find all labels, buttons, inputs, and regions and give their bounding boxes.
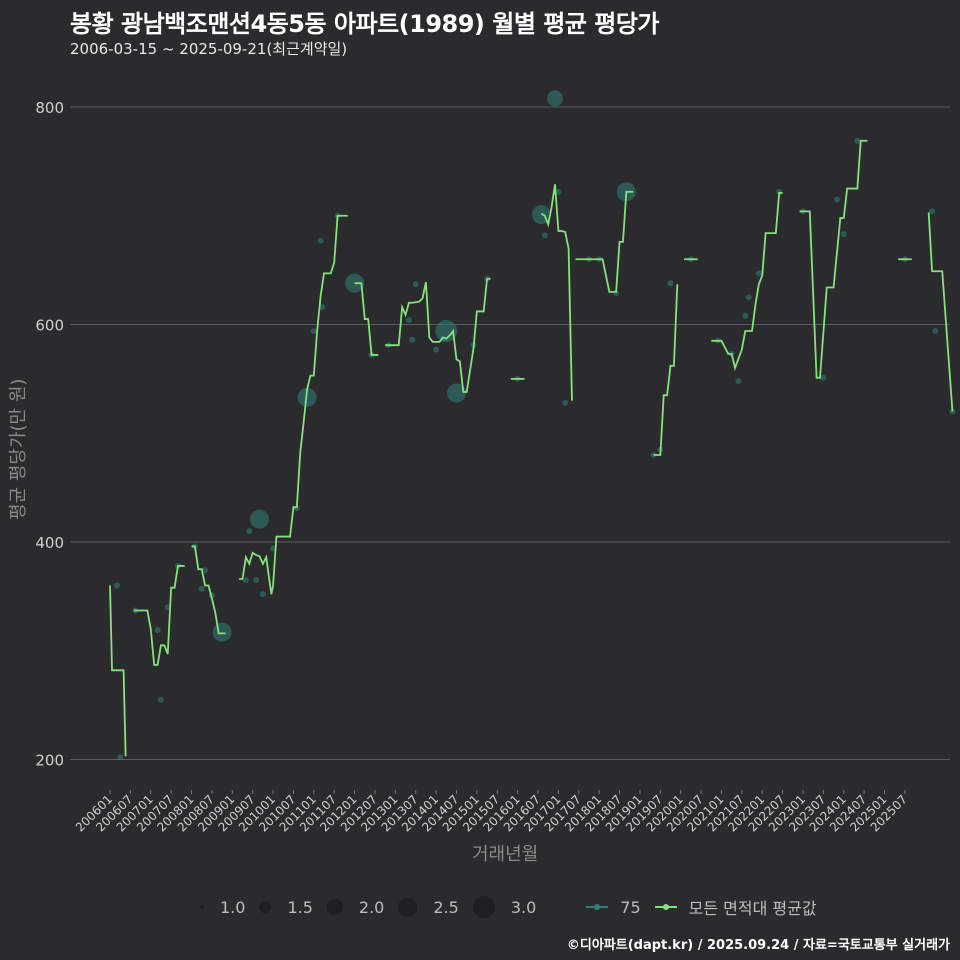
data-point-75	[755, 270, 762, 277]
y-axis-title: 평균 평당가(만 원)	[8, 378, 29, 520]
data-point-75	[212, 622, 232, 642]
data-point-75	[249, 509, 269, 529]
legend-series-label: 모든 면적대 평균값	[688, 899, 817, 918]
data-point-75	[270, 545, 277, 552]
data-point-75	[745, 294, 752, 301]
data-point-75	[435, 320, 458, 343]
legend-size-label: 1.0	[220, 897, 246, 917]
size-dot-icon	[259, 901, 272, 913]
legend-size-label: 1.5	[287, 897, 313, 917]
data-point-75	[742, 312, 749, 319]
data-point-75	[198, 585, 205, 592]
avg-price-line	[239, 214, 348, 595]
avg-price-line	[653, 284, 679, 456]
data-point-75	[253, 577, 260, 584]
legend-size-item: 1.0	[200, 898, 245, 917]
data-point-75	[854, 137, 861, 144]
data-point-75	[667, 280, 674, 287]
data-point-75	[932, 328, 939, 335]
data-point-75	[157, 696, 164, 703]
data-point-75	[405, 317, 412, 324]
legend-size-item: 2.5	[398, 897, 459, 917]
data-point-75	[433, 346, 440, 353]
data-point-75	[833, 196, 840, 203]
data-point-75	[547, 90, 564, 107]
legend-series-item: 모든 면적대 평균값	[654, 895, 817, 919]
y-tick-label: 800	[35, 99, 64, 117]
data-point-75	[310, 328, 317, 335]
line-marker-icon	[586, 904, 609, 910]
legend: 1.0 1.5 2.0 2.5 3.0 75 모든 면적대 평균값	[200, 895, 831, 919]
avg-price-line	[540, 184, 573, 401]
data-point-75	[840, 231, 847, 238]
data-point-75	[446, 383, 466, 403]
avg-price-line	[133, 565, 185, 666]
line-marker-icon	[654, 904, 677, 910]
avg-price-line	[711, 192, 783, 372]
size-dot-icon	[398, 897, 418, 917]
size-dot-icon	[200, 905, 204, 909]
legend-series: 75 모든 면적대 평균값	[586, 895, 830, 919]
data-point-75	[735, 378, 742, 385]
legend-size-label: 3.0	[510, 897, 537, 917]
legend-size-scale: 1.0 1.5 2.0 2.5 3.0	[200, 896, 550, 918]
data-point-75	[317, 237, 324, 244]
data-point-75	[412, 281, 419, 288]
data-point-75	[242, 577, 249, 584]
size-dot-icon	[326, 899, 343, 915]
size-dot-icon	[472, 896, 495, 918]
data-point-75	[541, 232, 548, 239]
y-tick-label: 600	[35, 317, 64, 335]
data-point-75	[820, 374, 827, 381]
data-point-75	[259, 591, 266, 598]
avg-price-line	[191, 545, 226, 635]
footer-credit: ©디아파트(dapt.kr) / 2025.09.24 / 자료=국토교통부 실…	[566, 938, 950, 953]
avg-price-line	[109, 585, 127, 757]
data-point-75	[562, 399, 569, 406]
legend-size-item: 1.5	[259, 897, 313, 917]
avg-price-line	[385, 277, 491, 393]
chart-subtitle: 2006-03-15 ~ 2025-09-21(최근계약일)	[70, 40, 348, 58]
data-point-75	[929, 208, 936, 215]
x-axis-title: 거래년월	[472, 844, 539, 865]
y-tick-label: 400	[35, 534, 64, 552]
data-point-75	[117, 754, 124, 761]
legend-size-item: 2.0	[326, 897, 385, 917]
chart-title: 봉황 광남백조맨션4동5동 아파트(1989) 월별 평균 평당가	[70, 10, 660, 38]
legend-size-item: 3.0	[472, 896, 537, 918]
y-tick-label: 200	[35, 752, 64, 770]
legend-size-label: 2.5	[433, 897, 459, 917]
data-point-75	[202, 567, 209, 574]
data-point-75	[246, 528, 253, 535]
legend-series-label: 75	[620, 897, 641, 917]
avg-price-line	[927, 212, 954, 412]
data-point-75	[154, 627, 161, 634]
avg-price-line	[575, 190, 634, 293]
legend-size-label: 2.0	[358, 897, 385, 917]
data-point-75	[113, 582, 120, 589]
data-point-75	[555, 188, 562, 195]
legend-series-item: 75	[586, 897, 641, 917]
avg-price-line	[354, 282, 379, 356]
data-point-75	[409, 336, 416, 343]
data-point-75	[319, 304, 326, 311]
avg-price-line	[799, 139, 868, 379]
